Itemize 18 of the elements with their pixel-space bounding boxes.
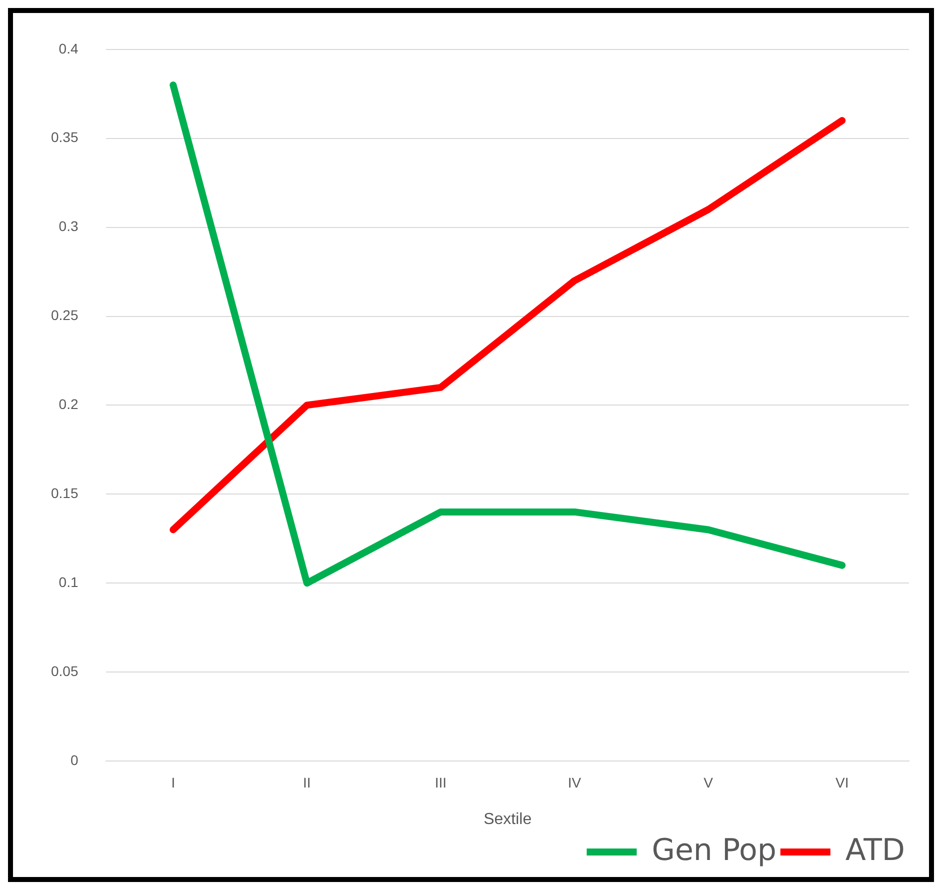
y-tick-label: 0.2 — [58, 396, 78, 412]
y-tick-label: 0.15 — [51, 485, 78, 502]
y-tick-label: 0.25 — [51, 307, 78, 324]
x-tick-label: IV — [568, 774, 582, 790]
x-tick-label: II — [303, 774, 311, 790]
y-tick-label: 0.05 — [51, 662, 78, 679]
y-tick-label: 0.3 — [58, 218, 78, 234]
x-tick-label: I — [171, 774, 176, 790]
y-tick-label: 0.1 — [58, 574, 78, 590]
x-tick-label: VI — [835, 774, 849, 790]
legend-label: Gen Pop — [652, 832, 776, 868]
x-tick-label: V — [704, 774, 714, 790]
x-tick-label: III — [434, 774, 447, 790]
y-tick-label: 0.35 — [51, 129, 78, 146]
y-tick-label: 0 — [70, 752, 78, 768]
y-tick-label: 0.4 — [58, 40, 78, 56]
x-axis-title: Sextile — [484, 810, 532, 828]
legend-label: ATD — [845, 832, 906, 868]
